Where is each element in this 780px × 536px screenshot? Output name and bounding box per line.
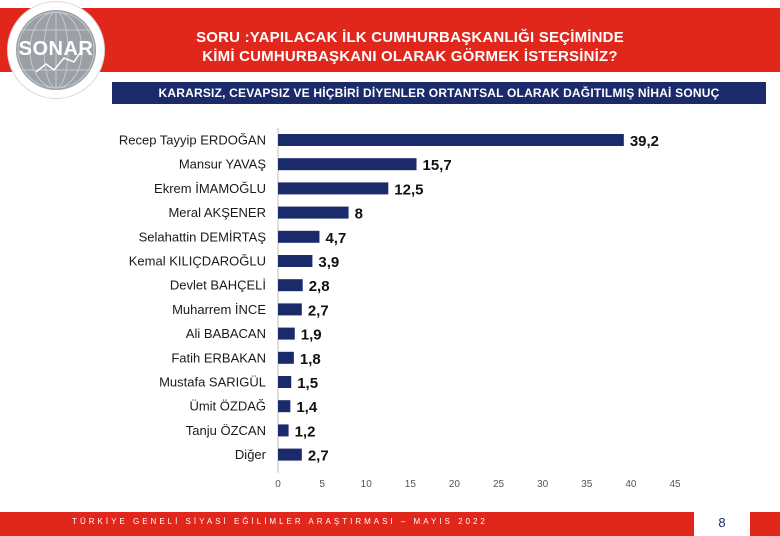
x-tick-label: 20 [449,479,461,490]
x-tick-label: 35 [581,479,593,490]
x-tick-label: 0 [275,479,281,490]
category-label: Ümit ÖZDAĞ [189,399,266,414]
category-label: Kemal KILIÇDAROĞLU [129,254,266,269]
page-number-box: 8 [694,512,750,536]
bar [278,327,295,340]
bar [278,230,320,243]
footer-bar: TÜRKİYE GENELİ SİYASİ EĞİLİMLER ARAŞTIRM… [0,512,780,536]
bar [278,134,624,146]
x-tick-label: 5 [319,479,325,490]
x-tick-label: 10 [361,479,373,490]
value-label: 1,8 [300,351,321,368]
bar [278,448,302,461]
bar [278,376,292,388]
value-label: 1,9 [301,327,322,344]
question-title-line1: SORU :YAPILACAK İLK CUMHURBAŞKANLIĞI SEÇ… [196,29,624,46]
x-tick-label: 15 [405,479,417,490]
sonar-logo: SONAR [8,2,104,98]
category-label: Selahattin DEMİRTAŞ [139,229,267,244]
value-label: 4,7 [325,230,346,247]
result-subtitle: KARARSIZ, CEVAPSIZ VE HİÇBİRİ DİYENLER O… [112,82,766,104]
bar-chart: Recep Tayyip ERDOĞAN 39,2 Mansur YAVAŞ 15,7… [119,128,681,490]
category-label: Devlet BAHÇELİ [170,278,266,293]
category-label: Mansur YAVAŞ [179,157,267,172]
category-label: Ali BABACAN [186,326,266,341]
x-tick-label: 30 [537,479,549,490]
value-label: 2,7 [308,448,329,465]
category-label: Fatih ERBAKAN [171,350,266,365]
page-number: 8 [718,515,726,530]
bar [278,424,289,437]
category-label: Recep Tayyip ERDOĞAN [119,133,266,148]
bar [278,182,389,195]
value-label: 3,9 [318,254,339,271]
value-label: 8 [355,206,363,223]
bar [278,255,313,267]
category-label: Meral AKŞENER [168,205,266,220]
category-label: Muharrem İNCE [172,302,266,317]
value-label: 1,5 [297,375,318,392]
logo-globe: SONAR [16,10,96,90]
x-tick-label: 25 [493,479,505,490]
bar [278,158,417,171]
x-tick-label: 40 [625,479,637,490]
value-label: 12,5 [394,181,423,198]
value-label: 15,7 [423,157,452,174]
value-label: 39,2 [630,133,659,150]
logo-text: SONAR [18,38,94,60]
question-title: SORU :YAPILACAK İLK CUMHURBAŞKANLIĞI SEÇ… [150,28,670,66]
x-tick-label: 45 [669,479,681,490]
bar [278,303,302,316]
value-label: 1,4 [296,399,318,416]
value-label: 2,7 [308,302,329,319]
header-banner: SORU :YAPILACAK İLK CUMHURBAŞKANLIĞI SEÇ… [0,8,780,72]
question-title-line2: KİMİ CUMHURBAŞKANI OLARAK GÖRMEK İSTERSİ… [202,48,618,65]
bar [278,351,294,364]
bar [278,279,303,292]
value-label: 2,8 [309,278,330,295]
bar [278,400,291,413]
category-label: Mustafa SARIGÜL [159,375,266,390]
category-label: Ekrem İMAMOĞLU [154,181,266,196]
footer-text: TÜRKİYE GENELİ SİYASİ EĞİLİMLER ARAŞTIRM… [72,517,488,526]
category-label: Diğer [235,447,267,462]
bar [278,206,349,219]
category-label: Tanju ÖZCAN [186,423,266,438]
value-label: 1,2 [295,423,316,440]
globe-grid-icon [17,11,95,89]
